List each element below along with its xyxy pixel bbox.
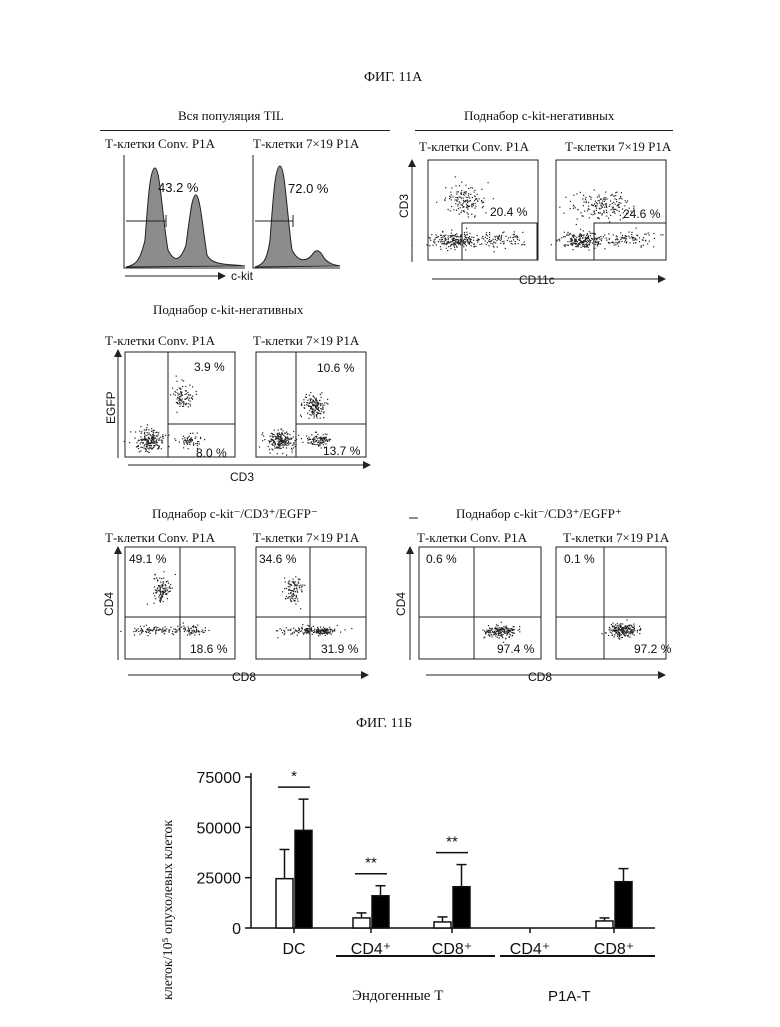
bar [434, 922, 451, 928]
group-label-endogenous: Эндогенные Т [352, 988, 443, 1005]
bar [453, 887, 470, 928]
y-tick-label: 50000 [197, 820, 242, 837]
bar [372, 896, 389, 928]
group-label-p1a-t: P1A-T [548, 988, 591, 1005]
bar [353, 918, 370, 928]
y-tick-label: 75000 [197, 770, 242, 787]
significance-label: ** [446, 834, 458, 851]
x-tick-label: DC [282, 941, 305, 958]
bar [276, 879, 293, 928]
y-tick-label: 25000 [197, 871, 242, 888]
bar [596, 921, 613, 928]
y-tick-label: 0 [232, 921, 241, 938]
significance-label: ** [365, 855, 377, 872]
bar [295, 830, 312, 928]
bar [615, 882, 632, 928]
significance-label: * [291, 768, 297, 785]
